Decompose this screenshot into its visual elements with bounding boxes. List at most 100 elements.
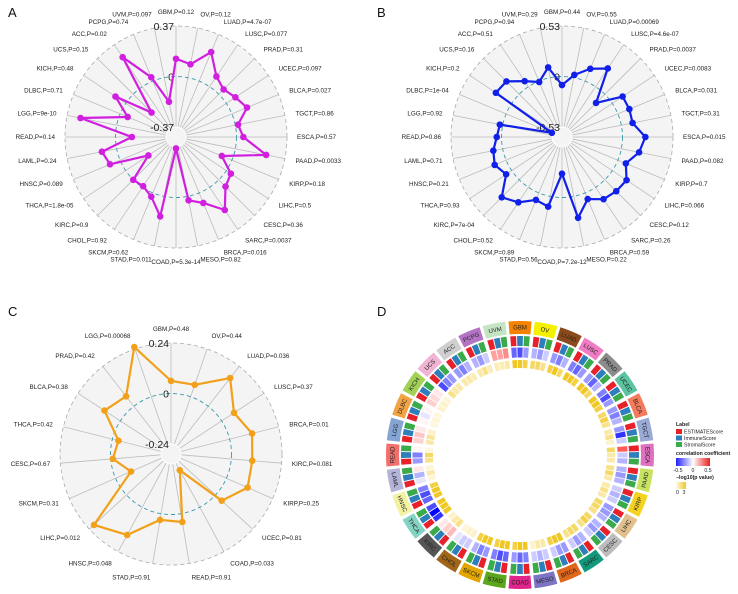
- score-type-cell: [544, 339, 553, 351]
- pvalue-cell: [603, 428, 613, 436]
- data-point-blca: [243, 104, 251, 111]
- correlation-cell: [426, 398, 438, 408]
- data-point-pcpg: [535, 78, 543, 86]
- data-point-coad: [172, 145, 180, 152]
- category-label: COAD,P=0.033: [230, 561, 274, 568]
- correlation-cell: [470, 541, 480, 553]
- correlation-cell: [560, 357, 570, 369]
- pvalue-cell: [460, 377, 470, 387]
- category-label: HNSC,P=0.089: [20, 181, 64, 188]
- pvalue-cell: [517, 360, 523, 369]
- sector-read: READ: [386, 443, 434, 467]
- data-point-kich: [492, 89, 500, 97]
- category-label: THCA,P=0.93: [421, 203, 461, 210]
- correlation-cell: [490, 548, 498, 560]
- legend-item: ImmuneScore: [684, 436, 716, 442]
- score-type-cell: [612, 392, 625, 403]
- pvalue-cell: [512, 541, 518, 550]
- category-label: OV,P=0.55: [586, 12, 617, 19]
- legend-d: LabelESTIMATEScoreImmuneScoreStromalScor…: [674, 422, 731, 496]
- score-type-cell: [415, 392, 428, 403]
- category-box: [392, 491, 413, 517]
- category-label: TGCT: [640, 422, 649, 440]
- pvalue-cell: [429, 481, 439, 489]
- data-point-prad: [122, 392, 130, 400]
- correlation-cell: [415, 425, 427, 433]
- correlation-cell: [587, 522, 598, 533]
- pvalue-cell: [512, 360, 518, 369]
- pvalue-cell: [529, 540, 536, 550]
- axis-tick-label: -0.24: [145, 439, 169, 451]
- correlation-cell: [413, 437, 424, 444]
- sector-skcm: SKCM: [458, 532, 494, 583]
- score-type-cell: [583, 358, 595, 370]
- correlation-cell: [583, 373, 594, 384]
- sector-brca: BRCA: [546, 532, 582, 583]
- correlation-cell: [599, 507, 611, 517]
- category-label: BRCA,P=0.59: [610, 249, 650, 256]
- correlation-cell: [599, 393, 611, 403]
- category-label: LUSC,P=0.077: [245, 31, 288, 38]
- spoke: [571, 94, 665, 134]
- correlation-cell: [596, 511, 608, 522]
- axis-tick-label: 0: [168, 72, 174, 84]
- score-type-cell: [465, 551, 476, 564]
- data-point-lusc: [604, 65, 612, 72]
- score-type-cell: [624, 422, 636, 431]
- correlation-cell: [417, 484, 429, 493]
- sector-laml: LAML: [386, 464, 437, 493]
- spoke: [102, 366, 166, 447]
- pvalue-cell: [597, 411, 607, 420]
- spoke: [179, 457, 273, 499]
- pvalue-tick: 3: [683, 490, 686, 496]
- pvalue-cell: [588, 395, 598, 405]
- correlation-cell: [422, 405, 434, 415]
- category-label: LIHC,P=0.066: [664, 203, 704, 210]
- sector-ucs: UCS: [417, 352, 464, 399]
- pvalue-cell: [426, 469, 436, 476]
- score-type-cell: [599, 373, 611, 385]
- correlation-cell: [476, 544, 485, 556]
- category-box: [402, 371, 426, 397]
- pvalue-cell: [522, 360, 528, 369]
- category-label: LAML,P=0.71: [404, 158, 443, 165]
- axis-tick-label: 0.53: [540, 21, 561, 33]
- correlation-cell: [596, 388, 608, 399]
- category-label: ACC,P=0.51: [458, 31, 494, 38]
- pvalue-cell: [551, 366, 559, 376]
- pvalue-cell: [429, 421, 439, 429]
- data-point-uvm: [544, 64, 552, 71]
- pvalue-cell: [493, 362, 501, 372]
- sector-stad: STAD: [482, 538, 511, 589]
- pvalue-cell: [599, 416, 609, 424]
- sector-thca: THCA: [402, 497, 452, 539]
- sector-ov: OV: [529, 321, 558, 372]
- score-type-cell: [433, 530, 445, 542]
- correlation-cell: [615, 431, 626, 439]
- category-label: ESCA,P=0.57: [297, 134, 337, 141]
- panel-label-a: A: [8, 5, 17, 20]
- score-type-cell: [538, 337, 547, 349]
- data-point-lgg: [77, 114, 84, 122]
- score-type-cell: [408, 406, 421, 416]
- correlation-cell: [458, 534, 468, 546]
- data-point-chol: [139, 182, 147, 190]
- category-label: CESC,P=0.67: [11, 461, 51, 468]
- data-point-thca: [145, 152, 152, 159]
- data-point-cesc: [109, 455, 117, 463]
- legend-title-label: Label: [676, 422, 690, 428]
- category-label: THCA,P=0.42: [14, 421, 54, 428]
- spoke: [134, 348, 169, 445]
- data-point-kich: [112, 93, 119, 100]
- spoke: [571, 138, 671, 160]
- sector-ucec: UCEC: [588, 371, 638, 413]
- pvalue-cell: [436, 497, 447, 506]
- category-label: COAD,P=7.2e-12: [537, 259, 587, 266]
- category-label: OV,P=0.44: [212, 333, 243, 340]
- pvalue-cell: [455, 518, 464, 528]
- pvalue-cell: [433, 490, 443, 499]
- correlation-cell: [412, 452, 423, 458]
- correlation-cell: [616, 466, 627, 473]
- category-label: OV,P=0.12: [200, 12, 231, 19]
